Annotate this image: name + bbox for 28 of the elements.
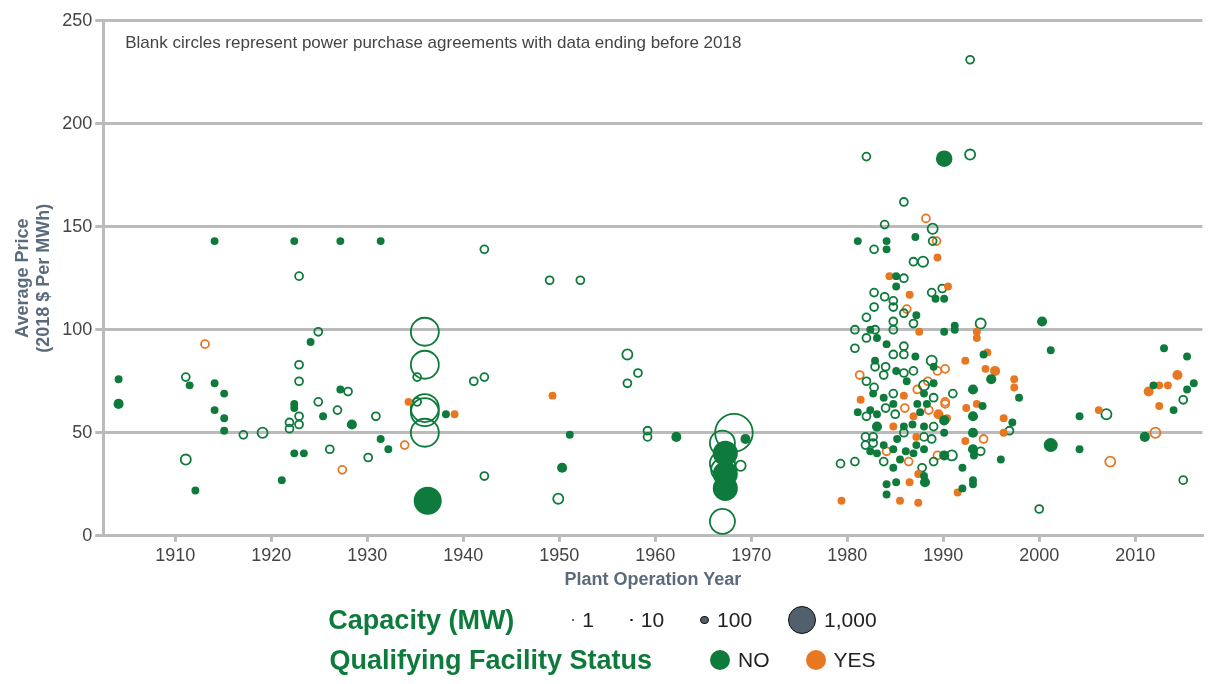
x-axis-title: Plant Operation Year [564,569,742,590]
legend-label: 1 [581,608,595,632]
y-tick-label: 250 [62,9,93,30]
legend-label: 1,000 [823,607,877,633]
x-tick-label: 1990 [923,544,964,565]
y-tick-label: 0 [82,524,93,545]
text: Capacity (MW) [328,604,515,635]
x-tick-label: 1970 [731,544,772,565]
x-tick-label: 1910 [155,544,196,565]
y-tick-label: 200 [62,112,93,133]
x-tick-label: 1930 [347,544,388,565]
x-tick-label: 1950 [539,544,580,565]
legend-label: 100 [716,608,753,632]
x-tick-label: 1920 [251,544,292,565]
x-tick-label: 2010 [1115,544,1156,565]
x-tick-label: 1940 [443,544,484,565]
x-tick-label: 1960 [635,544,676,565]
legend-label: YES [832,648,876,672]
y-tick-label: 150 [62,215,93,236]
text: Qualifying Facility Status [329,644,653,675]
legend-label: 10 [639,608,665,632]
x-tick-label: 2000 [1019,544,1060,565]
y-tick-label: 100 [62,318,93,339]
y-axis-title: Average Price (2018 $ Per MWh) [11,203,54,353]
legend-label: NO [737,648,770,672]
x-tick-label: 1980 [827,544,868,565]
y-tick-label: 50 [72,421,93,442]
annotation: Blank circles represent power purchase agreements with data ending before 2018 [125,32,742,52]
